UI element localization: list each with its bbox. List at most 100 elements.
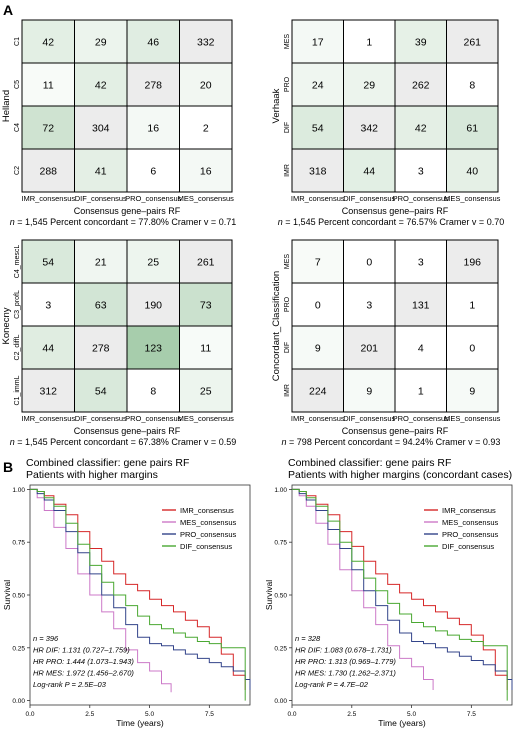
heatmap-cell bbox=[446, 105, 499, 150]
km-annotation: HR DIF: 1.131 (0.727–1.759) bbox=[33, 646, 130, 655]
y-tick-label: C4_mescL bbox=[14, 245, 21, 279]
cell-value: 342 bbox=[360, 123, 378, 135]
x-tick-label: DIF_consensus bbox=[75, 194, 127, 203]
heatmap-cell bbox=[343, 62, 396, 107]
x-tick-label: PRO_consensus bbox=[393, 194, 450, 203]
cell-value: 2 bbox=[203, 123, 209, 135]
x-tick-label: MES_consensus bbox=[178, 414, 235, 423]
y-tick-label: MES bbox=[284, 34, 291, 50]
km-annotation: HR MES: 1.972 (1.456–2.670) bbox=[33, 669, 134, 678]
heatmap-cell bbox=[21, 19, 75, 64]
stat-percent: 77.80% bbox=[138, 217, 169, 227]
heatmap-cell bbox=[126, 325, 180, 370]
heatmap-cell bbox=[291, 62, 344, 107]
km-subtitle: Patients with higher margins (concordant… bbox=[288, 469, 512, 481]
y-axis-title: Helland bbox=[1, 90, 12, 122]
cell-value: 39 bbox=[415, 37, 427, 49]
km-annotation: HR PRO: 1.444 (1.073–1.943) bbox=[33, 657, 134, 666]
heatmap-cell bbox=[291, 19, 344, 64]
cell-value: 9 bbox=[315, 343, 321, 355]
x-tick-label: IMR_consensus bbox=[291, 194, 345, 203]
km-annotation: Log-rank P = 2.5E–03 bbox=[33, 680, 107, 689]
legend-label: PRO_consensus bbox=[180, 530, 237, 539]
y-tick-label: 0.25 bbox=[274, 645, 287, 652]
x-tick-label: IMR_consensus bbox=[21, 194, 75, 203]
cell-value: 54 bbox=[95, 386, 107, 398]
x-axis-title: Consensus gene–pairs RF bbox=[74, 426, 181, 436]
stat-cramer: 0.93 bbox=[483, 437, 501, 447]
cell-value: 224 bbox=[309, 386, 327, 398]
y-tick-label: DIF bbox=[284, 122, 291, 133]
x-axis-title: Time (years) bbox=[116, 718, 164, 728]
cell-value: 196 bbox=[463, 257, 481, 269]
y-tick-label: C1 bbox=[14, 37, 21, 46]
x-tick-label: IMR_consensus bbox=[21, 414, 75, 423]
km-annotation: n = 396 bbox=[33, 634, 59, 643]
concordance-stats: n = 1,545 Percent concordant = 67.38% Cr… bbox=[10, 437, 236, 447]
concordance-stats: n = 1,545 Percent concordant = 76.57% Cr… bbox=[278, 217, 504, 227]
x-tick-label: MES_consensus bbox=[444, 414, 501, 423]
legend-label: MES_consensus bbox=[442, 518, 499, 527]
heatmap-cell bbox=[343, 239, 396, 284]
heatmap-cell bbox=[343, 282, 396, 327]
heatmap-cell bbox=[74, 148, 128, 193]
cell-value: 44 bbox=[363, 166, 375, 178]
cell-value: 11 bbox=[43, 80, 54, 92]
y-tick-label: 0.25 bbox=[12, 645, 25, 652]
heatmap-cell bbox=[394, 325, 447, 370]
cell-value: 11 bbox=[200, 343, 211, 355]
heatmap-cell bbox=[394, 148, 447, 193]
km-annotation: HR DIF: 1.083 (0.678–1.731) bbox=[295, 646, 392, 655]
heatmap-cell bbox=[446, 19, 499, 64]
legend-label: IMR_consensus bbox=[180, 506, 234, 515]
stat-cramer: 0.70 bbox=[487, 217, 505, 227]
cell-value: 17 bbox=[312, 37, 324, 49]
cell-value: 61 bbox=[466, 123, 478, 135]
km-curve-pro-consensus bbox=[292, 488, 513, 690]
cell-value: 3 bbox=[366, 300, 372, 312]
heatmap-cell bbox=[394, 62, 447, 107]
cell-value: 3 bbox=[418, 166, 424, 178]
cell-value: 9 bbox=[469, 386, 475, 398]
cell-value: 25 bbox=[147, 257, 159, 269]
cell-value: 40 bbox=[466, 166, 478, 178]
x-tick-label: 7.5 bbox=[467, 711, 476, 718]
stat-n: = 1,545 Percent concordant = bbox=[283, 217, 407, 227]
cell-value: 46 bbox=[147, 37, 159, 49]
x-tick-label: 5.0 bbox=[145, 711, 154, 718]
x-tick-label: MES_consensus bbox=[444, 194, 501, 203]
stat-n: = 798 Percent concordant = bbox=[287, 437, 403, 447]
legend-label: IMR_consensus bbox=[442, 506, 496, 515]
panel-label-b: B bbox=[3, 459, 13, 475]
cell-value: 73 bbox=[200, 300, 212, 312]
cell-value: 1 bbox=[469, 300, 475, 312]
heatmap-cell bbox=[21, 282, 75, 327]
y-tick-label: 1.00 bbox=[274, 487, 287, 494]
legend-label: PRO_consensus bbox=[442, 530, 499, 539]
km-title: Combined classifier: gene pairs RF bbox=[26, 457, 189, 469]
cell-value: 54 bbox=[312, 123, 324, 135]
x-tick-label: DIF_consensus bbox=[343, 414, 395, 423]
y-tick-label: PRO bbox=[284, 76, 291, 92]
x-tick-label: PRO_consensus bbox=[125, 414, 182, 423]
y-tick-label: PRO bbox=[284, 296, 291, 312]
cell-value: 8 bbox=[150, 386, 156, 398]
heatmap-cell bbox=[179, 325, 233, 370]
cell-value: 190 bbox=[144, 300, 162, 312]
y-tick-label: C5 bbox=[14, 80, 21, 89]
cell-value: 29 bbox=[95, 37, 107, 49]
y-tick-label: MES bbox=[284, 254, 291, 270]
legend-label: MES_consensus bbox=[180, 518, 237, 527]
cell-value: 63 bbox=[95, 300, 107, 312]
heatmap-cell bbox=[446, 282, 499, 327]
cell-value: 44 bbox=[42, 343, 54, 355]
y-axis-title: Concordant_Classification bbox=[271, 271, 282, 381]
y-tick-label: C4 bbox=[14, 123, 21, 132]
heatmap-cell bbox=[74, 62, 128, 107]
heatmap-cell bbox=[394, 19, 447, 64]
cell-value: 0 bbox=[469, 343, 475, 355]
heatmap-cell bbox=[446, 148, 499, 193]
y-tick-label: 1.00 bbox=[12, 487, 25, 494]
cell-value: 21 bbox=[95, 257, 107, 269]
